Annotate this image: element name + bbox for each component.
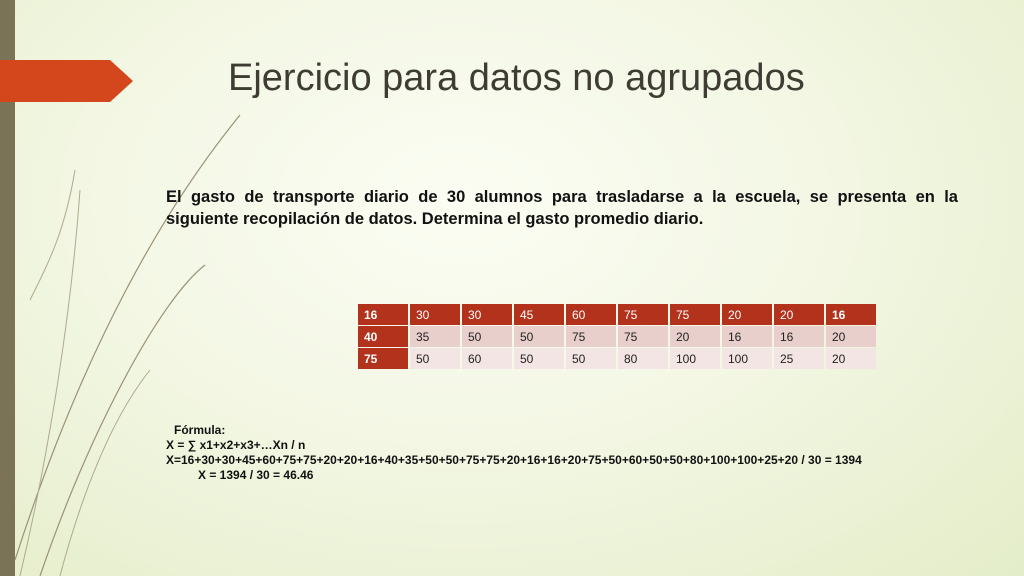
- table-cell: 30: [462, 304, 512, 325]
- table-cell: 75: [618, 304, 668, 325]
- title-arrow-decoration: [0, 60, 133, 102]
- table-cell: 100: [670, 348, 720, 369]
- decorative-feather-lines: [14, 114, 241, 576]
- table-cell: 60: [462, 348, 512, 369]
- table-cell: 75: [670, 304, 720, 325]
- table-cell: 100: [722, 348, 772, 369]
- table-cell: 50: [514, 326, 564, 347]
- table-row: 40 35 50 50 75 75 20 16 16 20: [358, 326, 876, 347]
- table-row: 75 50 60 50 50 80 100 100 25 20: [358, 348, 876, 369]
- table-cell: 16: [826, 304, 876, 325]
- table-cell: 20: [774, 304, 824, 325]
- table-cell: 16: [722, 326, 772, 347]
- table-cell: 75: [358, 348, 408, 369]
- table-cell: 20: [826, 348, 876, 369]
- table-cell: 16: [774, 326, 824, 347]
- formula-expansion: X=16+30+30+45+60+75+75+20+20+16+40+35+50…: [166, 453, 862, 467]
- table-cell: 16: [358, 304, 408, 325]
- table-cell: 75: [618, 326, 668, 347]
- table-cell: 45: [514, 304, 564, 325]
- slide-title: Ejercicio para datos no agrupados: [228, 57, 805, 99]
- table-cell: 50: [410, 348, 460, 369]
- data-table: 16 30 30 45 60 75 75 20 20 16 40 35 50 5…: [356, 303, 878, 370]
- table-cell: 20: [670, 326, 720, 347]
- table-cell: 80: [618, 348, 668, 369]
- intro-paragraph: El gasto de transporte diario de 30 alum…: [166, 188, 958, 228]
- table-cell: 40: [358, 326, 408, 347]
- table-cell: 35: [410, 326, 460, 347]
- table-cell: 20: [826, 326, 876, 347]
- formula-definition: X = ∑ x1+x2+x3+…Xn / n: [166, 438, 306, 452]
- table-cell: 60: [566, 304, 616, 325]
- formula-block: Fórmula: X = ∑ x1+x2+x3+…Xn / n X=16+30+…: [166, 423, 862, 483]
- formula-label: Fórmula:: [174, 423, 226, 437]
- formula-result: X = 1394 / 30 = 46.46: [198, 468, 314, 482]
- table-cell: 30: [410, 304, 460, 325]
- left-accent-bar: [0, 0, 15, 576]
- table-cell: 20: [722, 304, 772, 325]
- table-cell: 25: [774, 348, 824, 369]
- table-cell: 50: [566, 348, 616, 369]
- table-cell: 50: [514, 348, 564, 369]
- table-row: 16 30 30 45 60 75 75 20 20 16: [358, 304, 876, 325]
- table-cell: 50: [462, 326, 512, 347]
- table-cell: 75: [566, 326, 616, 347]
